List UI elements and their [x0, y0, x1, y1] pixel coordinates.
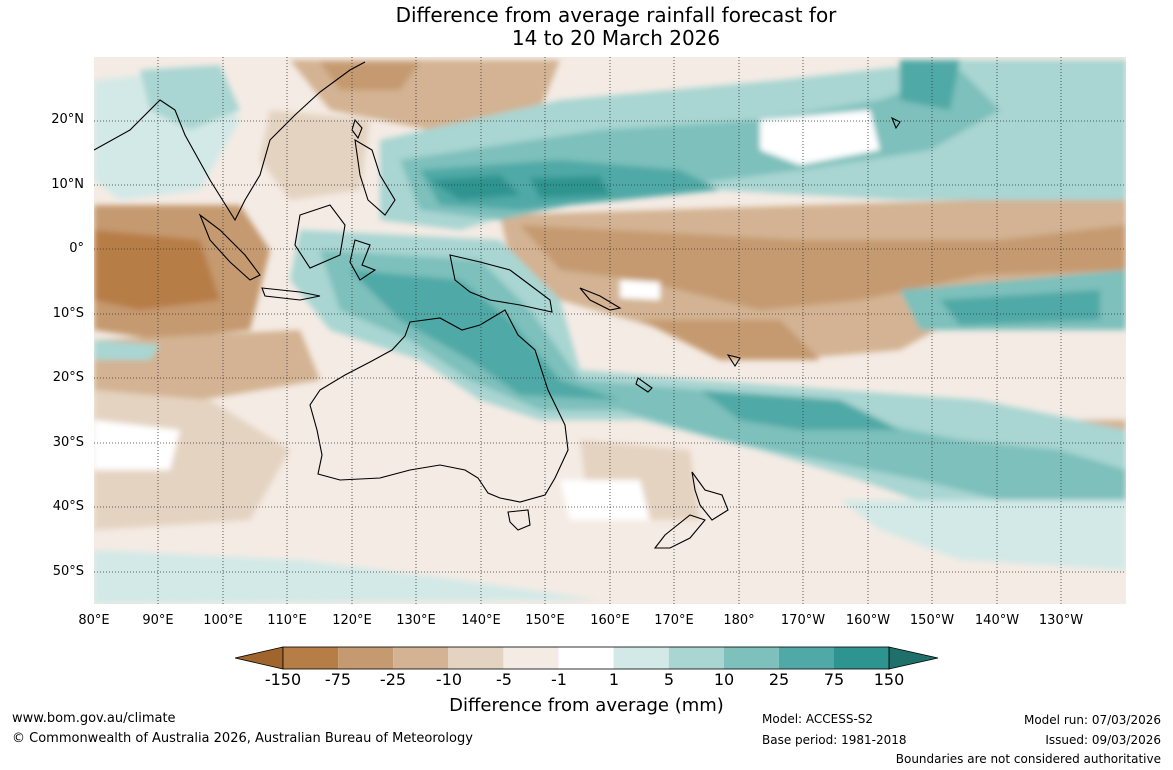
lat-label-10s: 10°S: [52, 306, 84, 321]
lon-label-160w: 160°W: [845, 613, 891, 628]
colorbar-swatch: [448, 647, 504, 669]
colorbar-label: -1: [551, 670, 567, 689]
colorbar-swatch: [393, 647, 449, 669]
lon-label-130e: 130°E: [396, 613, 436, 628]
borneo-coast: [294, 204, 346, 269]
colorbar-swatch: [503, 647, 559, 669]
new-zealand-north-coast: [691, 471, 729, 521]
model-text: Model: ACCESS-S2: [762, 712, 874, 726]
java-coast: [261, 287, 321, 301]
copyright-text: © Commonwealth of Australia 2026, Austra…: [12, 731, 473, 746]
lon-label-150e: 150°E: [525, 613, 565, 628]
colorbar-outline: [282, 646, 890, 670]
lon-label-170w: 170°W: [780, 613, 826, 628]
tasmania-coast: [507, 509, 531, 531]
lon-label-110e: 110°E: [267, 613, 307, 628]
sumatra-coast: [198, 213, 261, 281]
hawaii-coast: [890, 116, 901, 130]
colorbar-label: 1: [608, 670, 620, 689]
colorbar-title: Difference from average (mm): [449, 695, 724, 716]
fiji-coast: [726, 354, 741, 368]
colorbar-label: -5: [496, 670, 512, 689]
lon-label-130w: 130°W: [1038, 613, 1084, 628]
new-zealand-south-coast: [653, 514, 706, 549]
colorbar-swatch: [283, 647, 339, 669]
colorbar-label: -10: [435, 670, 463, 689]
colorbar-swatch: [338, 647, 394, 669]
asia-mainland-coast: [94, 61, 366, 222]
website-link[interactable]: www.bom.gov.au/climate: [12, 711, 176, 726]
colorbar-label: 10: [713, 670, 735, 689]
colorbar-extend-low: [234, 646, 284, 670]
graticule: [94, 57, 1126, 604]
lon-label-140w: 140°W: [974, 613, 1020, 628]
lat-label-10n: 10°N: [51, 177, 84, 192]
model-run-text: Model run: 07/03/2026: [1023, 713, 1161, 727]
lon-label-140e: 140°E: [461, 613, 501, 628]
solomons-coast: [579, 287, 622, 311]
lat-label-20n: 20°N: [51, 112, 84, 127]
colorbar-label: -25: [379, 670, 407, 689]
lon-label-100e: 100°E: [203, 613, 243, 628]
colorbar-label: 150: [873, 670, 905, 689]
lon-label-150w: 150°W: [909, 613, 955, 628]
colorbar-label: -150: [264, 670, 302, 689]
title-line-2: 14 to 20 March 2026: [511, 26, 721, 50]
disclaimer-text: Boundaries are not considered authoritat…: [895, 752, 1161, 766]
lat-label-50s: 50°S: [52, 564, 84, 579]
colorbar-swatch: [668, 647, 724, 669]
lon-label-180: 180°: [723, 613, 755, 628]
colorbar-swatch: [558, 647, 614, 669]
lon-label-90e: 90°E: [142, 613, 174, 628]
colorbar-swatch: [834, 647, 890, 669]
colorbar-swatch: [778, 647, 834, 669]
title-line-1: Difference from average rainfall forecas…: [395, 3, 837, 27]
new-guinea-coast: [449, 254, 553, 313]
base-period-text: Base period: 1981-2018: [762, 733, 907, 747]
lat-label-0: 0°: [69, 241, 84, 256]
taiwan-coast: [351, 118, 363, 140]
lat-label-20s: 20°S: [52, 370, 84, 385]
colorbar-label: 25: [768, 670, 790, 689]
lon-label-120e: 120°E: [332, 613, 372, 628]
colorbar-label: 75: [823, 670, 845, 689]
anomaly-field: [94, 57, 1126, 604]
map-title: Difference from average rainfall forecas…: [0, 4, 1173, 50]
coastlines: [94, 61, 901, 549]
lat-label-40s: 40°S: [52, 499, 84, 514]
australia-coast: [309, 309, 569, 503]
colorbar-label: 5: [663, 670, 675, 689]
sulawesi-coast: [349, 239, 377, 281]
lon-label-80e: 80°E: [78, 613, 110, 628]
new-caledonia-coast: [635, 377, 653, 393]
colorbar-swatch: [723, 647, 779, 669]
colorbar-swatch: [613, 647, 669, 669]
colorbar-extend-high: [888, 646, 939, 670]
colorbar: [234, 646, 939, 670]
lon-label-160e: 160°E: [590, 613, 630, 628]
lon-label-170e: 170°E: [654, 613, 694, 628]
philippines-coast: [354, 138, 396, 216]
issued-text: Issued: 09/03/2026: [1045, 733, 1161, 747]
lat-label-30s: 30°S: [52, 435, 84, 450]
colorbar-label: -75: [324, 670, 352, 689]
